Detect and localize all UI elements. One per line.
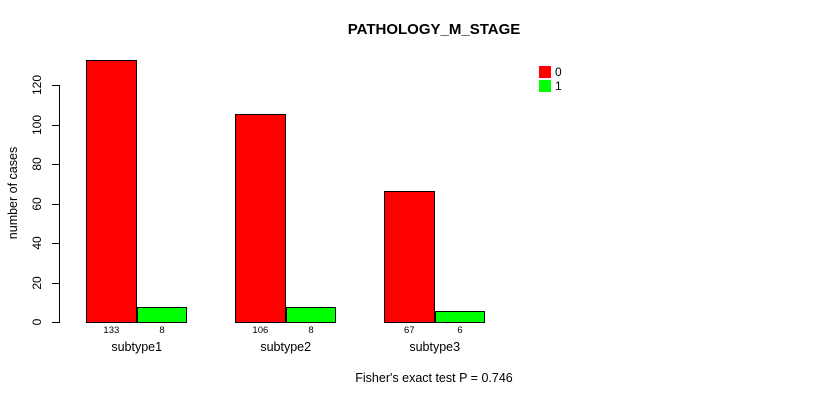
y-tick-label: 40 — [30, 236, 44, 250]
y-tick-mark — [52, 282, 59, 284]
chart-title: PATHOLOGY_M_STAGE — [347, 21, 521, 38]
bar-value-label: 106 — [252, 325, 269, 336]
bar-value-label: 8 — [159, 325, 165, 336]
bar-value-label: 6 — [457, 325, 463, 336]
x-category-label: subtype2 — [260, 340, 312, 354]
bar-value-label: 67 — [404, 325, 415, 336]
legend-item: 0 — [539, 65, 562, 79]
legend: 0 1 — [539, 65, 562, 93]
y-tick-mark — [52, 203, 59, 205]
y-tick-label: 0 — [30, 318, 44, 326]
y-tick-mark — [52, 124, 59, 126]
y-tick-label: 60 — [30, 196, 44, 211]
bar-0-subtype3 — [384, 190, 435, 323]
legend-item: 1 — [539, 79, 562, 93]
y-tick-label: 80 — [30, 157, 44, 171]
y-tick-label: 120 — [30, 74, 44, 96]
y-tick-mark — [52, 164, 59, 165]
y-tick-label: 100 — [30, 114, 44, 135]
bar-1-subtype2 — [285, 307, 337, 323]
y-tick-mark — [52, 243, 59, 244]
x-category-label: subtype3 — [409, 340, 461, 354]
legend-label: 1 — [555, 79, 562, 93]
legend-swatch-green — [539, 80, 551, 92]
bar-value-label: 8 — [308, 325, 314, 336]
bar-0-subtype1 — [86, 60, 137, 323]
bar-0-subtype2 — [235, 113, 286, 323]
legend-label: 0 — [555, 65, 562, 79]
bar-1-subtype1 — [136, 307, 188, 323]
y-tick-mark — [52, 322, 59, 323]
fisher-test-annotation: Fisher's exact test P = 0.746 — [355, 371, 513, 385]
bar-1-subtype3 — [434, 311, 486, 323]
x-category-label: subtype1 — [111, 340, 163, 354]
legend-swatch-red — [539, 66, 551, 78]
y-axis-line — [59, 85, 60, 323]
bar-value-label: 133 — [103, 325, 120, 336]
y-tick-mark — [52, 85, 59, 86]
y-tick-label: 20 — [30, 275, 44, 290]
